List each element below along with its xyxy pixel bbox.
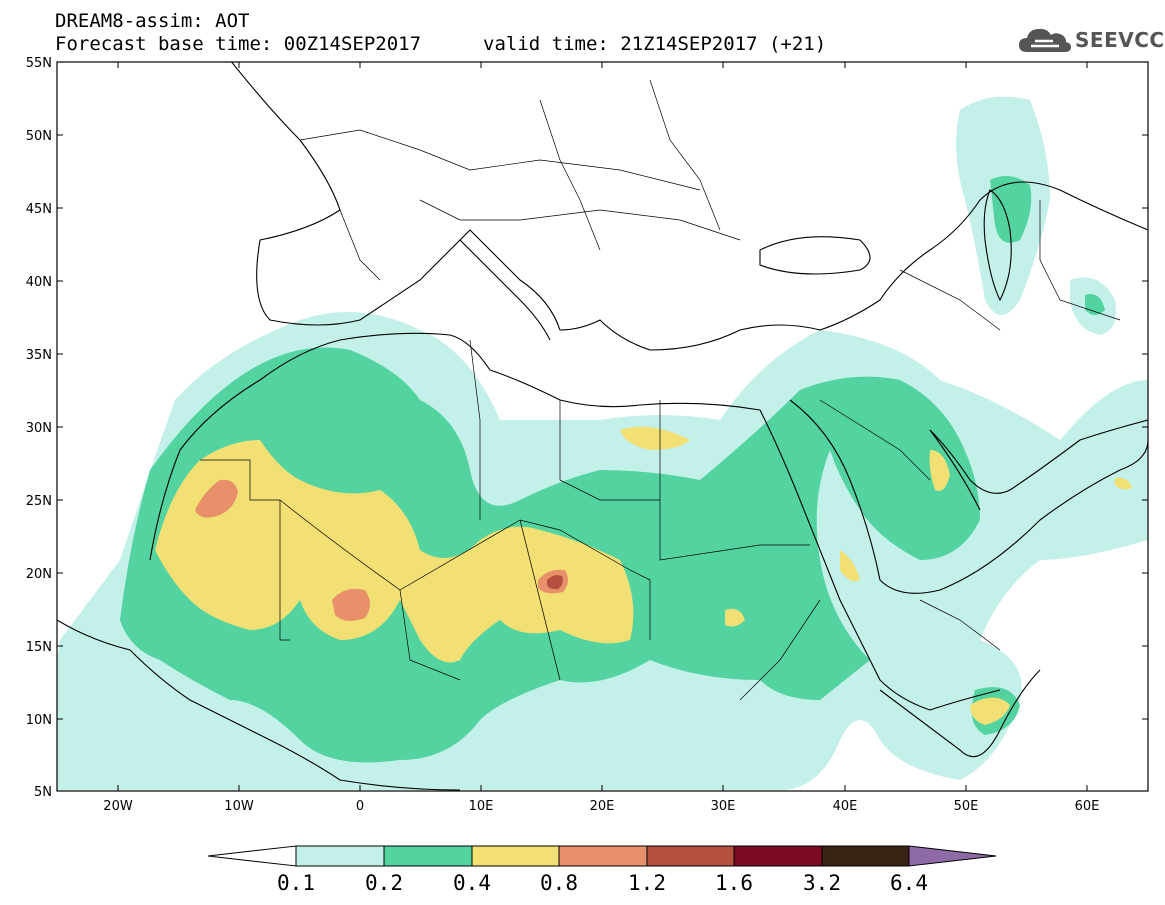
lon-label: 10W [224, 799, 254, 814]
lat-label: 15N [26, 640, 52, 655]
colorbar-box [383, 845, 473, 867]
lat-label: 55N [26, 56, 52, 71]
aot-band-0.4 [155, 426, 1132, 725]
lon-label: 20E [590, 799, 615, 814]
lat-label: 50N [26, 129, 52, 144]
colorbar-label: 0.8 [540, 871, 578, 895]
colorbar-box [558, 845, 648, 867]
lat-label: 35N [26, 348, 52, 363]
map-title: DREAM8-assim: AOT [55, 10, 250, 32]
aot-band-1.2 [547, 575, 563, 590]
lon-label: 20W [103, 799, 133, 814]
lon-label: 60E [1075, 799, 1100, 814]
cloud-icon [1019, 28, 1071, 52]
colorbar-over-arrow [908, 845, 997, 867]
lat-label: 40N [26, 275, 52, 290]
lat-label: 45N [26, 202, 52, 217]
lat-axis: 55N 50N 45N 40N 35N 30N 25N 20N 15N 10N … [26, 56, 1148, 800]
valid-time: valid time: 21Z14SEP2017 (+21) [483, 33, 827, 55]
lon-label: 0 [356, 799, 364, 814]
lon-label: 30E [711, 799, 736, 814]
lat-label: 25N [26, 494, 52, 509]
colorbar-label: 1.6 [715, 871, 753, 895]
lat-label: 10N [26, 713, 52, 728]
colorbar-box [471, 845, 560, 867]
seevccc-logo: SEEVCCC [1015, 22, 1165, 58]
colorbar-label: 0.2 [365, 871, 403, 895]
colorbar-box [646, 845, 735, 867]
forecast-base-time: Forecast base time: 00Z14SEP2017 [55, 33, 422, 55]
lon-label: 40E [833, 799, 858, 814]
colorbar: 0.1 0.2 0.4 0.8 1.2 1.6 3.2 6.4 [207, 845, 997, 895]
lat-label: 20N [26, 567, 52, 582]
colorbar-box [733, 845, 823, 867]
colorbar-label: 3.2 [803, 871, 841, 895]
colorbar-under-arrow [207, 845, 297, 867]
coastlines [57, 62, 1148, 791]
country-borders [200, 79, 1121, 701]
lon-label: 10E [469, 799, 494, 814]
colorbar-label: 0.4 [453, 871, 491, 895]
colorbar-label: 6.4 [890, 871, 928, 895]
logo-text: SEEVCCC [1075, 28, 1165, 52]
colorbar-box [821, 845, 910, 867]
lon-label: 50E [954, 799, 979, 814]
colorbar-box [295, 845, 385, 867]
lat-label: 5N [34, 785, 52, 800]
lon-axis: 20W 10W 0 10E 20E 30E 40E 50E 60E [103, 62, 1099, 814]
aot-field [57, 62, 1148, 791]
lat-label: 30N [26, 421, 52, 436]
colorbar-label: 0.1 [277, 871, 315, 895]
colorbar-label: 1.2 [628, 871, 666, 895]
